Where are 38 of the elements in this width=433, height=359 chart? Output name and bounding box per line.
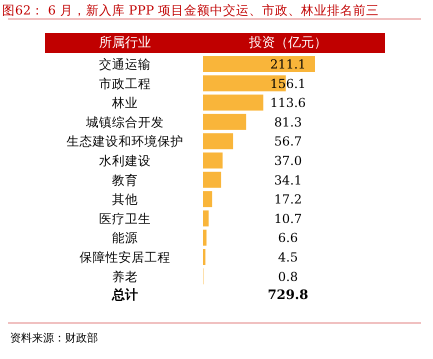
bar — [203, 152, 223, 168]
bar — [203, 191, 212, 208]
y-tick-label: 交通运输 — [99, 56, 151, 72]
text: 729.8 — [268, 288, 308, 304]
y-tick-label: 养老 — [112, 268, 138, 284]
data-label: 37.0 — [274, 153, 302, 168]
y-tick-label: 城镇综合开发 — [85, 114, 164, 130]
text: 总计 — [111, 287, 138, 304]
y-tick-label: 教育 — [112, 172, 138, 188]
bar — [203, 94, 264, 111]
data-label: 34.1 — [274, 172, 302, 188]
y-tick-label: 医疗卫生 — [99, 210, 151, 226]
bar — [203, 114, 246, 130]
y-tick-label: 水利建设 — [99, 153, 151, 168]
x-axis-title: 投资（亿元） — [248, 36, 327, 50]
y-tick-label: 其他 — [112, 192, 138, 207]
data-label: 56.7 — [274, 134, 302, 149]
bar — [203, 172, 222, 188]
y-axis-title: 所属行业 — [99, 36, 151, 50]
y-tick-label: 保障性安居工程 — [80, 250, 170, 264]
data-label: 81.3 — [274, 114, 302, 130]
bar — [203, 133, 234, 150]
data-label: 4.5 — [278, 250, 298, 264]
data-label: 211.1 — [270, 56, 306, 72]
y-tick-label: 市政工程 — [99, 76, 151, 91]
chart-title: 图62： 6 月，新入库 PPP 项目金额中交运、市政、林业排名前三 — [2, 2, 379, 18]
data-label: 113.6 — [270, 95, 306, 110]
data-label: 6.6 — [278, 230, 298, 246]
bar — [203, 230, 206, 246]
data-label: 17.2 — [274, 192, 302, 207]
y-tick-label: 生态建设和环境保护 — [66, 134, 184, 149]
data-label: 0.8 — [278, 268, 298, 284]
bar — [203, 56, 315, 72]
data-label: 10.7 — [274, 210, 302, 226]
text: 资料来源：财政部 — [10, 332, 98, 344]
bar — [203, 210, 209, 226]
y-tick-label: 林业 — [111, 95, 138, 110]
y-tick-label: 能源 — [112, 230, 138, 246]
